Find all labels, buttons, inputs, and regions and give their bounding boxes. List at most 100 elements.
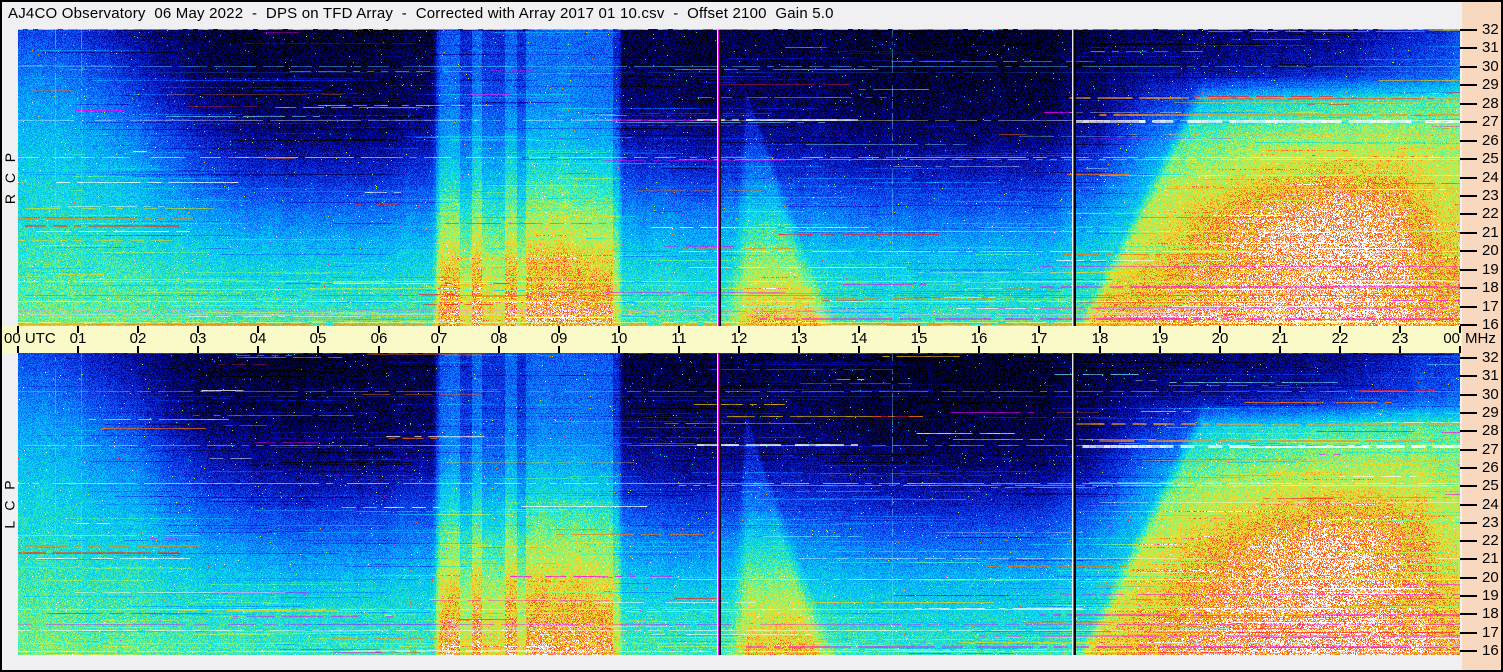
freq-tick bbox=[1460, 324, 1477, 326]
utc-tick bbox=[618, 326, 620, 333]
freq-label: 23 bbox=[1482, 514, 1499, 531]
freq-label: 24 bbox=[1482, 169, 1499, 186]
freq-label: 29 bbox=[1482, 76, 1499, 93]
utc-hour-label: 21 bbox=[1271, 330, 1289, 347]
utc-tick bbox=[77, 326, 79, 333]
freq-tick bbox=[1460, 613, 1477, 615]
utc-tick bbox=[438, 326, 440, 333]
freq-label: 16 bbox=[1482, 642, 1499, 659]
freq-label: 28 bbox=[1482, 422, 1499, 439]
utc-tick bbox=[738, 326, 740, 333]
freq-tick bbox=[1460, 213, 1477, 215]
utc-tick bbox=[1099, 326, 1101, 333]
utc-tick bbox=[1459, 346, 1461, 353]
utc-hour-label: 18 bbox=[1091, 330, 1109, 347]
utc-hour-label: 03 bbox=[189, 330, 207, 347]
utc-tick bbox=[1339, 346, 1341, 353]
freq-tick bbox=[1460, 306, 1477, 308]
freq-label: 19 bbox=[1482, 261, 1499, 278]
freq-tick bbox=[1460, 140, 1477, 142]
utc-tick bbox=[17, 326, 19, 333]
utc-hour-label: 10 bbox=[610, 330, 628, 347]
freq-label: 21 bbox=[1482, 550, 1499, 567]
freq-label: 32 bbox=[1482, 21, 1499, 38]
freq-tick bbox=[1460, 449, 1477, 451]
freq-tick bbox=[1460, 577, 1477, 579]
utc-tick bbox=[1399, 326, 1401, 333]
utc-tick bbox=[77, 346, 79, 353]
freq-label: 28 bbox=[1482, 95, 1499, 112]
mhz-unit-label: MHz bbox=[1465, 330, 1496, 347]
utc-tick bbox=[618, 346, 620, 353]
utc-hour-label: 20 bbox=[1211, 330, 1229, 347]
utc-tick bbox=[978, 326, 980, 333]
rcp-panel-label: R C P bbox=[2, 29, 18, 326]
freq-tick bbox=[1460, 375, 1477, 377]
freq-tick bbox=[1460, 357, 1477, 359]
freq-tick bbox=[1460, 394, 1477, 396]
utc-tick bbox=[197, 326, 199, 333]
freq-tick bbox=[1460, 485, 1477, 487]
utc-tick bbox=[978, 346, 980, 353]
freq-tick bbox=[1460, 595, 1477, 597]
freq-tick bbox=[1460, 650, 1477, 652]
utc-start-label: 00 UTC bbox=[4, 330, 56, 347]
utc-tick bbox=[257, 326, 259, 333]
utc-tick bbox=[1159, 346, 1161, 353]
page-title: AJ4CO Observatory 06 May 2022 - DPS on T… bbox=[8, 5, 834, 22]
utc-tick bbox=[798, 326, 800, 333]
utc-tick bbox=[1219, 326, 1221, 333]
utc-tick bbox=[1279, 346, 1281, 353]
utc-hour-label: 07 bbox=[430, 330, 448, 347]
utc-tick bbox=[1459, 326, 1461, 333]
rcp-panel-label-text: R C P bbox=[2, 151, 18, 204]
utc-tick bbox=[438, 346, 440, 353]
freq-label: 25 bbox=[1482, 150, 1499, 167]
utc-tick bbox=[678, 326, 680, 333]
utc-hour-label: 19 bbox=[1151, 330, 1169, 347]
utc-hour-label: 12 bbox=[730, 330, 748, 347]
freq-label: 25 bbox=[1482, 477, 1499, 494]
utc-tick bbox=[1038, 326, 1040, 333]
utc-tick bbox=[1339, 326, 1341, 333]
utc-hour-label: 22 bbox=[1331, 330, 1349, 347]
utc-hour-label: 01 bbox=[69, 330, 87, 347]
utc-tick bbox=[317, 346, 319, 353]
freq-tick bbox=[1460, 412, 1477, 414]
freq-label: 31 bbox=[1482, 367, 1499, 384]
freq-tick bbox=[1460, 121, 1477, 123]
utc-tick bbox=[738, 346, 740, 353]
freq-label: 27 bbox=[1482, 113, 1499, 130]
freq-tick bbox=[1460, 232, 1477, 234]
utc-tick bbox=[918, 326, 920, 333]
freq-label: 30 bbox=[1482, 386, 1499, 403]
freq-label: 27 bbox=[1482, 441, 1499, 458]
freq-tick bbox=[1460, 430, 1477, 432]
utc-tick bbox=[858, 346, 860, 353]
utc-tick bbox=[1038, 346, 1040, 353]
utc-tick bbox=[558, 326, 560, 333]
utc-tick bbox=[918, 346, 920, 353]
freq-tick bbox=[1460, 287, 1477, 289]
utc-hour-label: 06 bbox=[370, 330, 388, 347]
freq-label: 22 bbox=[1482, 205, 1499, 222]
utc-hour-label: 05 bbox=[309, 330, 327, 347]
utc-tick bbox=[137, 326, 139, 333]
freq-label: 26 bbox=[1482, 132, 1499, 149]
time-axis-band bbox=[2, 326, 1462, 353]
freq-tick bbox=[1460, 269, 1477, 271]
utc-tick bbox=[378, 346, 380, 353]
freq-tick bbox=[1460, 177, 1477, 179]
utc-tick bbox=[678, 346, 680, 353]
utc-tick bbox=[858, 326, 860, 333]
freq-label: 16 bbox=[1482, 316, 1499, 333]
freq-label: 29 bbox=[1482, 404, 1499, 421]
utc-hour-label: 08 bbox=[490, 330, 508, 347]
utc-end-label: 00 bbox=[1443, 330, 1460, 347]
utc-hour-label: 11 bbox=[671, 330, 687, 347]
utc-tick bbox=[1279, 326, 1281, 333]
freq-tick bbox=[1460, 158, 1477, 160]
freq-tick bbox=[1460, 540, 1477, 542]
freq-label: 22 bbox=[1482, 532, 1499, 549]
utc-hour-label: 17 bbox=[1030, 330, 1048, 347]
